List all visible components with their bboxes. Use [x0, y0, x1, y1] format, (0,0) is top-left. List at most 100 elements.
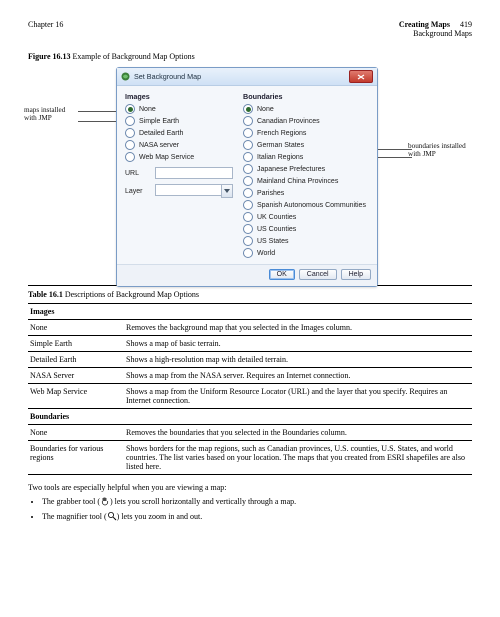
- option-label: Simple Earth: [139, 118, 179, 125]
- option-description: Shows a map from the NASA server. Requir…: [124, 368, 472, 384]
- radio-icon: [125, 140, 135, 150]
- radio-icon: [125, 152, 135, 162]
- boundaries-option[interactable]: Parishes: [243, 188, 369, 198]
- boundaries-option[interactable]: US Counties: [243, 224, 369, 234]
- bullet-list: The grabber tool () lets you scroll hori…: [28, 496, 472, 523]
- list-item: The magnifier tool () lets you zoom in a…: [42, 511, 472, 523]
- table-row: NASA ServerShows a map from the NASA ser…: [28, 368, 472, 384]
- option-description: Shows a map from the Uniform Resource Lo…: [124, 384, 472, 409]
- radio-icon: [243, 188, 253, 198]
- radio-icon: [243, 176, 253, 186]
- option-label: NASA server: [139, 142, 179, 149]
- option-description: Shows a high-resolution map with detaile…: [124, 352, 472, 368]
- option-label: None: [139, 106, 156, 113]
- radio-icon: [243, 212, 253, 222]
- url-input[interactable]: [155, 167, 233, 179]
- table-caption-text: Descriptions of Background Map Options: [65, 290, 199, 299]
- bullet-text-pre: The grabber tool (: [42, 497, 100, 506]
- option-name: Boundaries for various regions: [28, 441, 124, 475]
- boundaries-column: Boundaries None Canadian Provinces French …: [243, 92, 369, 260]
- magnifier-icon: [107, 511, 117, 523]
- page-number: 419: [460, 20, 472, 29]
- option-label: US States: [257, 238, 289, 245]
- boundaries-option[interactable]: Mainland China Provinces: [243, 176, 369, 186]
- images-column: Images NoneSimple EarthDetailed EarthNAS…: [125, 92, 233, 260]
- option-label: World: [257, 250, 275, 257]
- close-button[interactable]: [349, 70, 373, 83]
- images-option[interactable]: None: [125, 104, 233, 114]
- option-label: Canadian Provinces: [257, 118, 320, 125]
- boundaries-option[interactable]: French Regions: [243, 128, 369, 138]
- boundaries-option[interactable]: World: [243, 248, 369, 258]
- option-label: UK Counties: [257, 214, 296, 221]
- option-label: German States: [257, 142, 304, 149]
- radio-icon: [243, 224, 253, 234]
- boundaries-option[interactable]: None: [243, 104, 369, 114]
- radio-icon: [243, 116, 253, 126]
- bullet-text-pre: The magnifier tool (: [42, 512, 107, 521]
- layer-input[interactable]: [155, 184, 221, 196]
- option-description: Removes the background map that you sele…: [124, 320, 472, 336]
- dialog-window: Set Background Map Images NoneSimple Ear…: [116, 67, 378, 287]
- dialog-icon: [121, 72, 130, 81]
- dialog-title-text: Set Background Map: [134, 72, 349, 81]
- radio-icon: [243, 200, 253, 210]
- table-section-heading: Boundaries: [28, 409, 472, 425]
- radio-icon: [243, 128, 253, 138]
- dialog-footer: OK Cancel Help: [117, 264, 377, 286]
- figure-area: maps installed with JMP boundaries insta…: [28, 67, 472, 277]
- ok-button[interactable]: OK: [269, 269, 295, 280]
- table-row: Simple EarthShows a map of basic terrain…: [28, 336, 472, 352]
- radio-icon: [243, 248, 253, 258]
- option-name: None: [28, 425, 124, 441]
- boundaries-option[interactable]: UK Counties: [243, 212, 369, 222]
- option-description: Shows borders for the map regions, such …: [124, 441, 472, 475]
- callout-line: [376, 149, 412, 150]
- layer-label: Layer: [125, 188, 151, 195]
- option-label: Parishes: [257, 190, 284, 197]
- option-label: Spanish Autonomous Communities: [257, 202, 366, 209]
- callout-line: [78, 121, 118, 122]
- doc-subtitle: Background Maps: [413, 29, 472, 38]
- callout-line: [78, 111, 118, 112]
- option-label: Japanese Prefectures: [257, 166, 325, 173]
- images-option[interactable]: Simple Earth: [125, 116, 233, 126]
- boundaries-heading: Boundaries: [243, 92, 369, 101]
- option-label: None: [257, 106, 274, 113]
- boundaries-option[interactable]: Italian Regions: [243, 152, 369, 162]
- layer-dropdown-button[interactable]: [221, 184, 233, 198]
- url-row: URL: [125, 167, 233, 179]
- images-option[interactable]: Web Map Service: [125, 152, 233, 162]
- body-paragraph: Two tools are especially helpful when yo…: [28, 483, 472, 492]
- figure-caption: Figure 16.13 Example of Background Map O…: [28, 52, 472, 61]
- cancel-button[interactable]: Cancel: [299, 269, 337, 280]
- table-row: Web Map ServiceShows a map from the Unif…: [28, 384, 472, 409]
- header-right: Creating Maps 419 Background Maps: [399, 20, 472, 38]
- option-label: Web Map Service: [139, 154, 194, 161]
- boundaries-option[interactable]: Japanese Prefectures: [243, 164, 369, 174]
- images-option[interactable]: Detailed Earth: [125, 128, 233, 138]
- table-row: Detailed EarthShows a high-resolution ma…: [28, 352, 472, 368]
- option-label: US Counties: [257, 226, 296, 233]
- radio-icon: [243, 104, 253, 114]
- boundaries-option[interactable]: Spanish Autonomous Communities: [243, 200, 369, 210]
- url-label: URL: [125, 170, 151, 177]
- images-option[interactable]: NASA server: [125, 140, 233, 150]
- doc-title: Creating Maps: [399, 20, 450, 29]
- list-item: The grabber tool () lets you scroll hori…: [42, 496, 472, 508]
- option-description: Removes the boundaries that you selected…: [124, 425, 472, 441]
- chapter-label: Chapter 16: [28, 20, 63, 38]
- callout-right: boundaries installed with JMP: [408, 143, 478, 159]
- table-section-heading: Images: [28, 304, 472, 320]
- option-label: Detailed Earth: [139, 130, 183, 137]
- boundaries-option[interactable]: Canadian Provinces: [243, 116, 369, 126]
- option-name: Simple Earth: [28, 336, 124, 352]
- radio-icon: [125, 128, 135, 138]
- layer-row: Layer: [125, 184, 233, 198]
- option-name: NASA Server: [28, 368, 124, 384]
- option-description: Shows a map of basic terrain.: [124, 336, 472, 352]
- boundaries-option[interactable]: German States: [243, 140, 369, 150]
- radio-icon: [125, 116, 135, 126]
- boundaries-option[interactable]: US States: [243, 236, 369, 246]
- help-button[interactable]: Help: [341, 269, 371, 280]
